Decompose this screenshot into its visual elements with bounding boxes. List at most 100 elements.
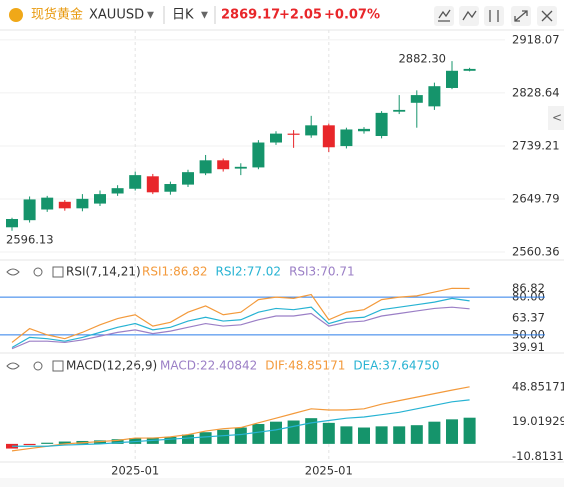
candle-body bbox=[23, 199, 36, 221]
close-icon bbox=[541, 10, 553, 22]
histogram-bar bbox=[111, 439, 124, 444]
side-toggle[interactable] bbox=[548, 106, 564, 130]
y-tick-label: 63.37 bbox=[512, 311, 545, 325]
candle-body bbox=[129, 175, 142, 189]
candle-body bbox=[164, 184, 177, 192]
y-tick-label: 19.01929 bbox=[512, 414, 564, 428]
footer-strip bbox=[0, 478, 564, 487]
legend-entry: RSI2:77.02 bbox=[216, 265, 282, 279]
macd-line bbox=[12, 399, 470, 447]
histogram-bar bbox=[23, 443, 36, 446]
histogram-bar bbox=[41, 442, 54, 444]
rsi-line bbox=[11, 306, 470, 350]
eye-icon[interactable] bbox=[6, 268, 20, 276]
draw-icon bbox=[438, 9, 451, 22]
y-tick-label: 2649.79 bbox=[512, 191, 560, 205]
candle-body bbox=[111, 188, 124, 194]
y-tick-label: 86.82 bbox=[512, 281, 545, 295]
candle-body bbox=[252, 142, 265, 168]
candle-body bbox=[94, 194, 106, 204]
macd-line bbox=[11, 386, 470, 452]
legend-entry: RSI3:70.71 bbox=[289, 265, 355, 279]
candle-body bbox=[270, 133, 282, 143]
candle-body bbox=[217, 160, 230, 170]
candle-body bbox=[446, 70, 458, 88]
price-change-pct: +0.07% bbox=[324, 8, 380, 23]
price-change: +2.05 bbox=[279, 8, 322, 23]
histogram-bar bbox=[428, 421, 441, 444]
x-tick-label: 2025-01 bbox=[305, 464, 353, 478]
legend-entry: DEA:37.64750 bbox=[353, 359, 439, 373]
candle-icon bbox=[489, 10, 499, 22]
candle-body bbox=[410, 95, 423, 103]
candle-body bbox=[287, 133, 300, 135]
candle-body bbox=[322, 125, 335, 148]
histogram-bar bbox=[234, 427, 247, 444]
rsi-line bbox=[11, 287, 470, 343]
histogram-bar bbox=[446, 419, 458, 444]
y-tick-label: 2918.07 bbox=[512, 32, 560, 46]
candle-body bbox=[340, 129, 353, 147]
draw-button[interactable] bbox=[434, 6, 454, 26]
histogram-bar bbox=[305, 418, 318, 444]
rsi-title: RSI(7,14,21) bbox=[66, 265, 141, 279]
checkbox[interactable] bbox=[52, 360, 64, 372]
candle-body bbox=[428, 86, 441, 107]
x-tick-label: 2025-01 bbox=[111, 464, 159, 478]
y-tick-label: 2560.36 bbox=[512, 244, 560, 258]
settings-icon[interactable] bbox=[33, 361, 43, 371]
dropdown-arrow[interactable]: ▼ bbox=[147, 11, 154, 21]
candle-body bbox=[375, 112, 388, 136]
histogram-bar bbox=[375, 426, 388, 444]
histogram-bar bbox=[182, 434, 194, 444]
legend-entry: DIF:48.85171 bbox=[265, 359, 345, 373]
y-tick-label: -10.81312 bbox=[512, 449, 564, 463]
legend-entry: MACD:22.40842 bbox=[160, 359, 257, 373]
low-annotation: 2596.13 bbox=[6, 232, 54, 246]
dropdown-arrow[interactable]: ▼ bbox=[201, 11, 208, 21]
candle-body bbox=[182, 172, 194, 185]
side-toggle-arrow[interactable]: < bbox=[552, 111, 562, 125]
candle-button[interactable] bbox=[484, 6, 504, 26]
rsi-line bbox=[11, 297, 470, 349]
checkbox[interactable] bbox=[52, 266, 64, 278]
indicator-button[interactable] bbox=[459, 6, 479, 26]
histogram-bar bbox=[270, 421, 282, 444]
candle-body bbox=[305, 125, 318, 136]
histogram-bar bbox=[217, 429, 230, 444]
period[interactable]: 日K bbox=[172, 8, 194, 23]
candle-body bbox=[393, 109, 406, 112]
histogram-bar bbox=[58, 441, 71, 444]
histogram-bar bbox=[252, 424, 265, 444]
instrument-name[interactable]: 现货黄金 bbox=[31, 7, 83, 23]
candle-body bbox=[41, 197, 54, 210]
indicator-icon bbox=[462, 10, 477, 21]
candle-body bbox=[234, 166, 247, 169]
histogram-bar bbox=[340, 426, 353, 444]
histogram-bar bbox=[393, 426, 406, 444]
gold-icon bbox=[9, 8, 23, 22]
y-tick-label: 2739.21 bbox=[512, 138, 560, 152]
candle-body bbox=[58, 201, 71, 209]
eye-icon[interactable] bbox=[6, 362, 20, 370]
candle-body bbox=[146, 176, 159, 193]
high-annotation: 2882.30 bbox=[398, 52, 446, 66]
y-tick-label: 2828.64 bbox=[512, 85, 560, 99]
histogram-bar bbox=[322, 422, 335, 444]
macd-title: MACD(12,26,9) bbox=[66, 359, 157, 373]
histogram-bar bbox=[410, 425, 423, 444]
symbol[interactable]: XAUUSD bbox=[89, 8, 144, 23]
candle-body bbox=[76, 198, 89, 209]
candle-body bbox=[6, 218, 18, 228]
legend-entry: RSI1:86.82 bbox=[142, 265, 208, 279]
histogram-bar bbox=[164, 436, 177, 444]
histogram-bar bbox=[463, 417, 476, 444]
settings-icon[interactable] bbox=[33, 267, 43, 277]
last-price: 2869.17 bbox=[221, 8, 280, 23]
candle-body bbox=[463, 68, 476, 71]
y-tick-label: 48.85171 bbox=[512, 379, 564, 393]
y-tick-label: 39.91 bbox=[512, 340, 545, 354]
histogram-bar bbox=[358, 427, 370, 444]
